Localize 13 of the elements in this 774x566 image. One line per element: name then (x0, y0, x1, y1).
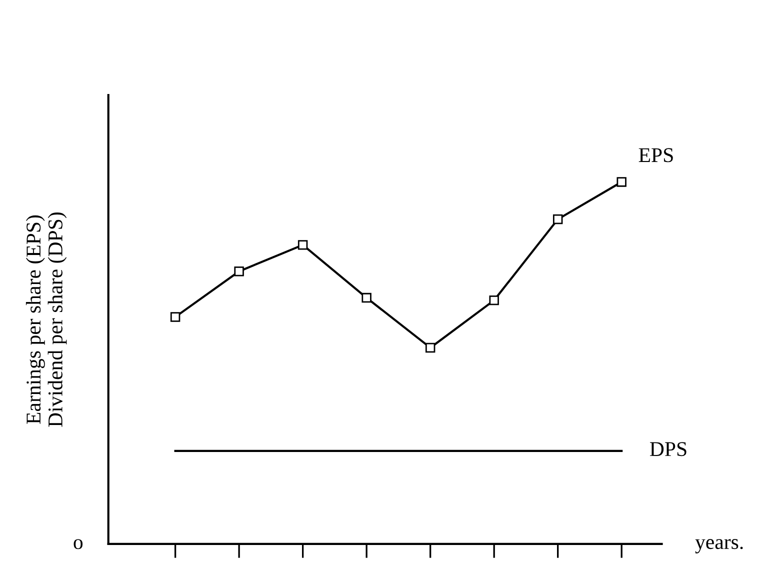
point (362, 292, 372, 303)
series-label: DPS (650, 442, 686, 456)
series-label: EPS (638, 148, 673, 162)
y-axis-title: Earnings per share (EPS) Dividend per share (DPS) (26, 212, 67, 427)
text: o (74, 539, 83, 550)
point (552, 214, 563, 224)
point (234, 266, 244, 276)
point (298, 240, 308, 250)
point (489, 295, 499, 306)
x-axis-title: years. (695, 539, 743, 554)
point (425, 342, 436, 353)
point (170, 312, 180, 322)
point (616, 177, 626, 187)
